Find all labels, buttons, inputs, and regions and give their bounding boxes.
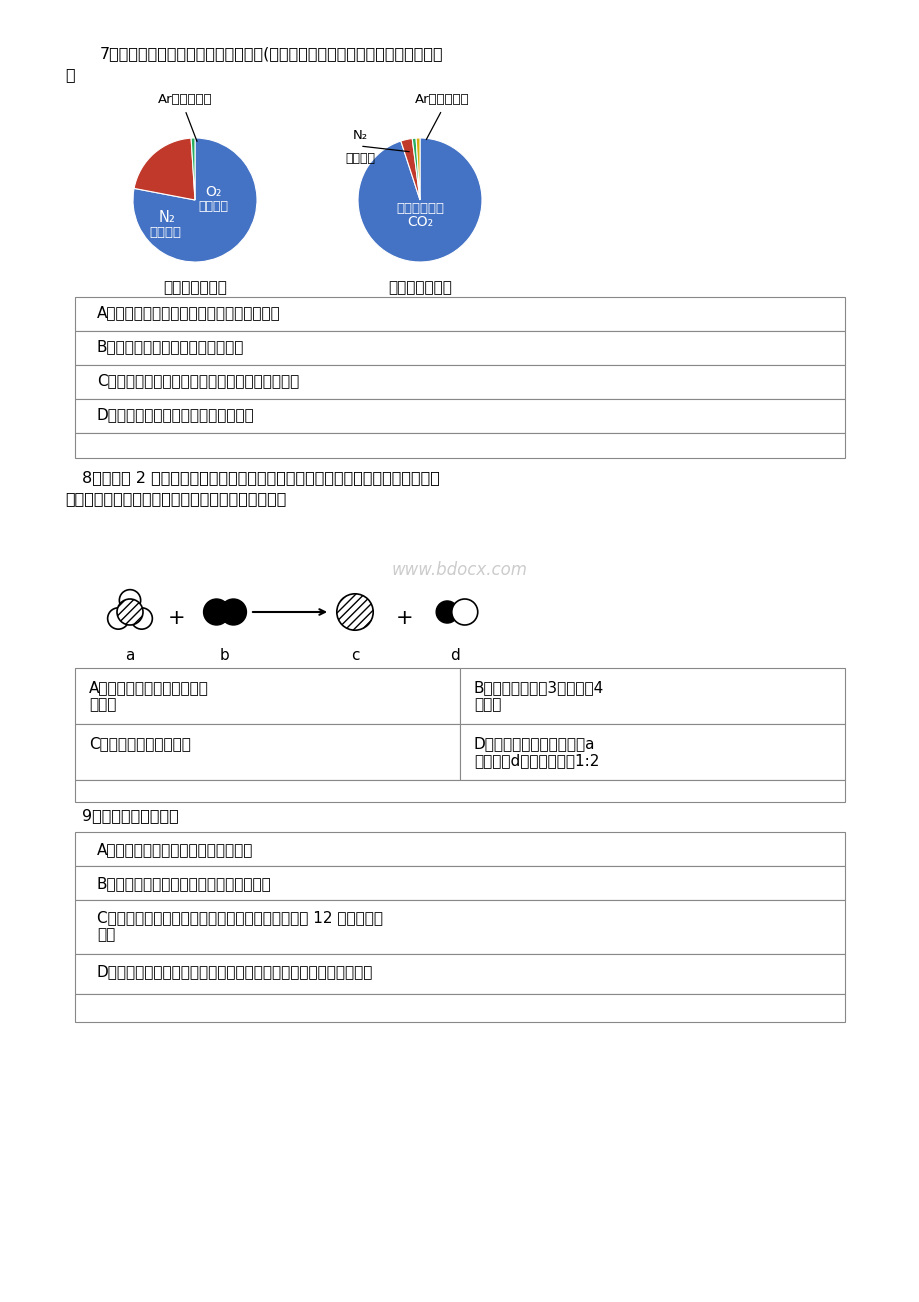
Text: D．分子和原子的变质区别是在化学变化中分子可分，而原子不可分: D．分子和原子的变质区别是在化学变化中分子可分，而原子不可分	[96, 963, 373, 979]
Text: D．在该反应中参加反应的a: D．在该反应中参加反应的a	[473, 736, 595, 751]
Circle shape	[117, 599, 142, 625]
Text: 比值: 比值	[96, 927, 115, 943]
Wedge shape	[133, 138, 256, 262]
Text: CO₂: CO₂	[406, 215, 433, 229]
Text: N₂: N₂	[158, 211, 176, 225]
Circle shape	[436, 602, 458, 624]
Text: 地球的大气组成: 地球的大气组成	[163, 280, 227, 296]
Circle shape	[108, 608, 129, 629]
Text: O₂: O₂	[205, 185, 221, 199]
Wedge shape	[415, 138, 420, 201]
Text: C．相对原子质量是一个该原子的实际质量与一个碳 12 原子质量的: C．相对原子质量是一个该原子的实际质量与一个碳 12 原子质量的	[96, 910, 382, 924]
Text: Ar（氩气）等: Ar（氩气）等	[157, 92, 212, 105]
Bar	[75, 434, 844, 458]
Wedge shape	[191, 138, 195, 201]
Text: N₂: N₂	[352, 129, 368, 142]
Text: 火星的大气组成: 火星的大气组成	[388, 280, 451, 296]
Text: c: c	[350, 648, 358, 663]
Circle shape	[336, 594, 373, 630]
Text: （氧气）: （氧气）	[198, 201, 228, 214]
Text: B．分子能保持物质的化学性质，原子不能: B．分子能保持物质的化学性质，原子不能	[96, 876, 271, 891]
Text: 种分子: 种分子	[473, 697, 501, 712]
Circle shape	[119, 590, 141, 611]
Text: （二氧化碳）: （二氧化碳）	[395, 202, 444, 215]
Circle shape	[451, 599, 477, 625]
Text: Ar（氩气）等: Ar（氩气）等	[414, 92, 469, 105]
Bar	[75, 724, 460, 780]
Text: b: b	[220, 648, 230, 663]
Bar	[75, 993, 844, 1022]
Circle shape	[221, 599, 246, 625]
Wedge shape	[134, 138, 195, 201]
Bar	[75, 780, 844, 802]
Text: 8．已知某 2 种物质在点燃条件下能发生化学反应，其微观示意图（说明：一种小: 8．已知某 2 种物质在点燃条件下能发生化学反应，其微观示意图（说明：一种小	[82, 470, 439, 486]
Text: 球代表一种原子）如图，则下列说法不正确的是（）: 球代表一种原子）如图，则下列说法不正确的是（）	[65, 491, 286, 506]
Bar	[75, 668, 460, 724]
Text: （氮气）: （氮气）	[149, 225, 181, 238]
Text: 了改变: 了改变	[89, 697, 116, 712]
Bar	[75, 900, 844, 954]
Text: B．该反应涉及到3种原子，4: B．该反应涉及到3种原子，4	[473, 680, 604, 695]
Text: ）: ）	[65, 66, 74, 82]
Text: （氮气）: （氮气）	[345, 152, 375, 165]
Bar	[460, 668, 844, 724]
Bar	[75, 866, 844, 900]
Bar	[75, 954, 844, 993]
Text: C．该反应属于置换反应: C．该反应属于置换反应	[89, 736, 190, 751]
Text: D．地球和火是的大气中组成完全相同: D．地球和火是的大气中组成完全相同	[96, 408, 255, 422]
Text: C．地球和火屋的大气中二氧化碳的体积分数相同: C．地球和火屋的大气中二氧化碳的体积分数相同	[96, 372, 299, 388]
Wedge shape	[401, 138, 420, 201]
Bar	[75, 398, 844, 434]
Bar	[75, 365, 844, 398]
Text: A．该反应中分子的种类发生: A．该反应中分子的种类发生	[89, 680, 209, 695]
Text: 与生成的d分子数之比为1:2: 与生成的d分子数之比为1:2	[473, 753, 598, 768]
Bar	[460, 724, 844, 780]
Text: A．元素的化学性质取决于核外电子数: A．元素的化学性质取决于核外电子数	[96, 842, 253, 857]
Text: B．地球和火星的大气中都含有氮气: B．地球和火星的大气中都含有氮气	[96, 339, 244, 354]
Wedge shape	[357, 138, 482, 262]
Text: www.bdocx.com: www.bdocx.com	[391, 561, 528, 579]
Bar	[75, 297, 844, 331]
Text: +: +	[396, 608, 414, 628]
Text: +: +	[168, 608, 186, 628]
Text: d: d	[449, 648, 460, 663]
Circle shape	[130, 608, 153, 629]
Text: a: a	[125, 648, 134, 663]
Bar	[75, 331, 844, 365]
Text: 7．圆圈分别是地球和火星的大气组成(体积分数）示意图，下列说法正确的是（: 7．圆圈分别是地球和火星的大气组成(体积分数）示意图，下列说法正确的是（	[100, 46, 443, 61]
Wedge shape	[412, 138, 420, 201]
Circle shape	[203, 599, 230, 625]
Text: A．地球和火星的大气中氧气的体积分数相同: A．地球和火星的大气中氧气的体积分数相同	[96, 305, 280, 320]
Text: 9．下列叙述正确的是: 9．下列叙述正确的是	[82, 809, 178, 823]
Bar	[75, 832, 844, 866]
